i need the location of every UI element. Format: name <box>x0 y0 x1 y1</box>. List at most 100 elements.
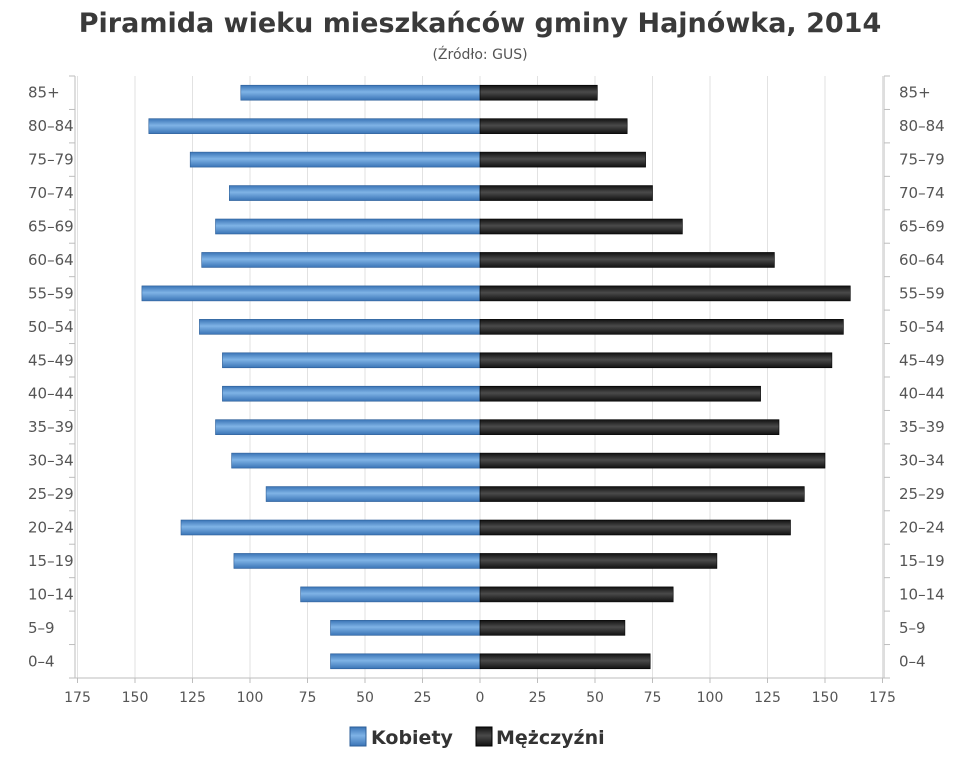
bar-mezczyzni-7 <box>479 419 780 435</box>
bar-kobiety-8 <box>222 385 481 402</box>
bar-mezczyzni-17 <box>479 84 598 101</box>
category-label-left: 60–64 <box>28 251 74 269</box>
x-tick-label: 100 <box>237 690 264 706</box>
category-label-right: 70–74 <box>899 184 945 202</box>
bar-kobiety-3 <box>233 553 481 569</box>
bar-kobiety-12 <box>201 252 481 268</box>
category-label-left: 40–44 <box>28 385 74 403</box>
chart-subtitle: (Źródło: GUS) <box>432 45 527 63</box>
bar-kobiety-13 <box>215 218 481 235</box>
category-label-right: 25–29 <box>899 485 945 503</box>
x-tick-label: 75 <box>644 690 662 706</box>
bar-mezczyzni-13 <box>479 218 683 235</box>
bar-mezczyzni-12 <box>479 252 775 268</box>
bar-kobiety-4 <box>180 519 481 536</box>
chart-title: Piramida wieku mieszkańców gminy Hajnówk… <box>79 8 882 39</box>
category-label-right: 85+ <box>899 84 931 102</box>
category-label-right: 40–44 <box>899 385 945 403</box>
category-label-left: 15–19 <box>28 552 74 570</box>
x-tick-label: 100 <box>697 690 724 706</box>
bar-mezczyzni-9 <box>479 352 833 369</box>
bar-kobiety-6 <box>231 452 481 469</box>
bar-kobiety-1 <box>330 620 481 636</box>
category-label-left: 55–59 <box>28 284 74 302</box>
x-tick-label: 175 <box>869 690 896 706</box>
x-tick-label: 175 <box>64 690 91 706</box>
category-label-right: 45–49 <box>899 351 945 369</box>
bar-kobiety-0 <box>330 653 481 670</box>
category-label-left: 85+ <box>28 84 60 102</box>
x-tick-label: 50 <box>586 690 604 706</box>
category-label-left: 45–49 <box>28 351 74 369</box>
bar-mezczyzni-16 <box>479 118 628 134</box>
x-tick-label: 25 <box>414 690 432 706</box>
category-label-left: 25–29 <box>28 485 74 503</box>
bar-mezczyzni-2 <box>479 586 674 603</box>
bar-mezczyzni-15 <box>479 151 646 168</box>
bar-mezczyzni-0 <box>479 653 651 670</box>
x-tick-label: 150 <box>812 690 839 706</box>
category-label-right: 20–24 <box>899 519 945 537</box>
category-label-right: 35–39 <box>899 418 945 436</box>
bar-mezczyzni-11 <box>479 285 851 302</box>
x-tick-label: 125 <box>179 690 206 706</box>
legend-swatch-kobiety <box>349 726 367 747</box>
category-label-left: 30–34 <box>28 452 74 470</box>
bar-mezczyzni-4 <box>479 519 791 536</box>
x-tick-label: 50 <box>356 690 374 706</box>
category-label-right: 75–79 <box>899 151 945 169</box>
category-label-right: 60–64 <box>899 251 945 269</box>
bar-mezczyzni-8 <box>479 385 761 402</box>
bar-kobiety-7 <box>215 419 481 435</box>
bar-mezczyzni-3 <box>479 553 718 569</box>
category-label-left: 0–4 <box>28 652 55 670</box>
bar-mezczyzni-1 <box>479 620 626 636</box>
legend-swatch-mezczyzni <box>475 726 493 747</box>
category-label-left: 20–24 <box>28 519 74 537</box>
bar-mezczyzni-14 <box>479 185 653 201</box>
category-label-right: 55–59 <box>899 284 945 302</box>
x-tick-label: 0 <box>476 690 485 706</box>
bar-kobiety-9 <box>222 352 481 369</box>
bar-kobiety-17 <box>240 84 481 101</box>
category-label-right: 15–19 <box>899 552 945 570</box>
category-label-left: 70–74 <box>28 184 74 202</box>
category-label-left: 75–79 <box>28 151 74 169</box>
category-label-left: 35–39 <box>28 418 74 436</box>
x-tick-labels: 175 150 125 100 75 50 25 0 25 50 75 100 125 150 175 <box>64 690 896 706</box>
category-label-left: 65–69 <box>28 218 74 236</box>
category-label-right: 50–54 <box>899 318 945 336</box>
category-label-right: 0–4 <box>899 652 926 670</box>
x-tick-label: 75 <box>299 690 317 706</box>
bar-kobiety-11 <box>141 285 481 302</box>
category-label-left: 10–14 <box>28 585 74 603</box>
category-label-right: 10–14 <box>899 585 945 603</box>
category-label-left: 50–54 <box>28 318 74 336</box>
x-tick-label: 125 <box>754 690 781 706</box>
x-tick-label: 25 <box>529 690 547 706</box>
bar-kobiety-16 <box>148 118 481 134</box>
grid-lines <box>77 76 883 678</box>
bar-kobiety-15 <box>189 151 481 168</box>
category-label-right: 5–9 <box>899 619 926 637</box>
category-label-right: 30–34 <box>899 452 945 470</box>
x-tick-label: 150 <box>122 690 149 706</box>
bar-mezczyzni-5 <box>479 486 805 502</box>
bar-kobiety-10 <box>199 319 481 335</box>
axes <box>69 75 890 683</box>
bar-kobiety-14 <box>229 185 481 201</box>
bar-mezczyzni-6 <box>479 452 826 469</box>
bar-kobiety-5 <box>265 486 481 502</box>
legend-label-mezczyzni: Mężczyźni <box>496 727 605 749</box>
category-label-left: 80–84 <box>28 117 74 135</box>
bar-kobiety-2 <box>300 586 481 603</box>
category-label-left: 5–9 <box>28 619 55 637</box>
category-labels: 0–4 0–4 5–9 5–9 10–14 10–14 15–19 15–19 20–24 20–… <box>28 84 945 671</box>
category-label-right: 80–84 <box>899 117 945 135</box>
bars <box>141 84 851 670</box>
legend-label-kobiety: Kobiety <box>371 727 454 749</box>
legend: Kobiety Mężczyźni <box>349 726 605 749</box>
category-label-right: 65–69 <box>899 218 945 236</box>
